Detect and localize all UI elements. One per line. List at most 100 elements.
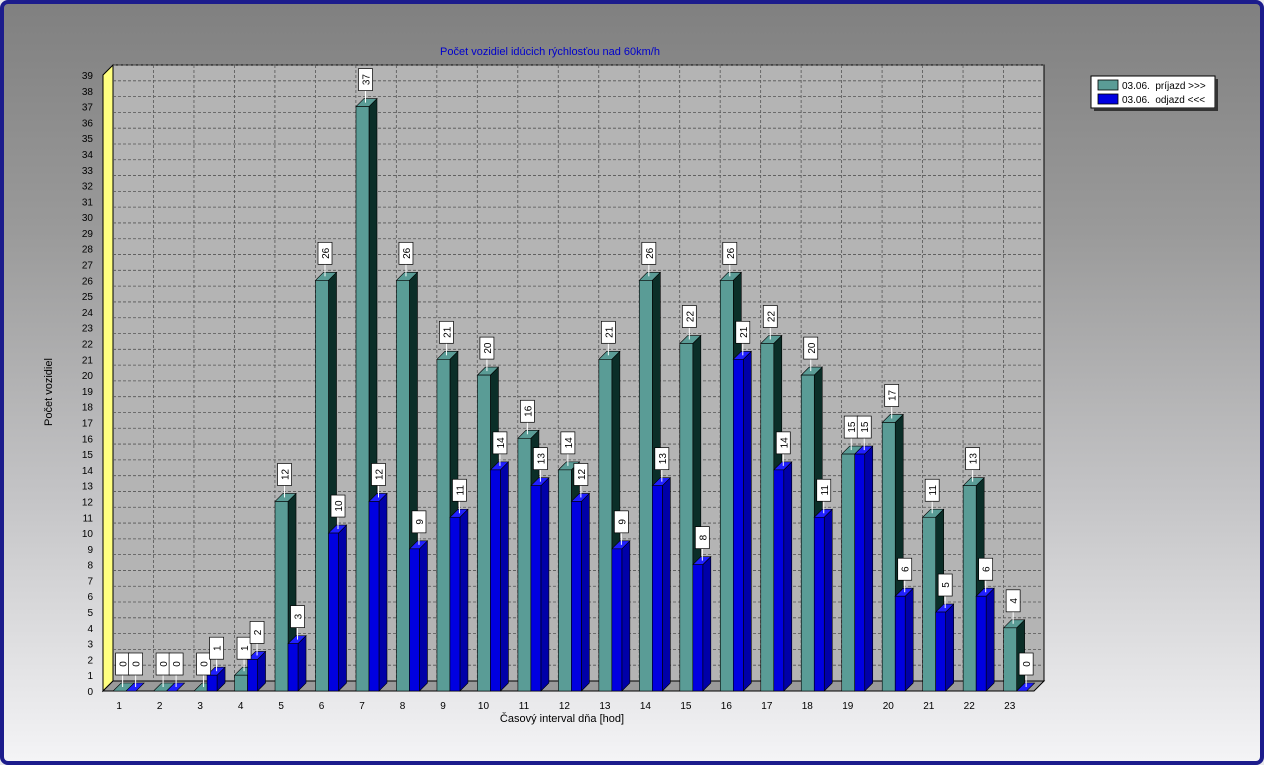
bar-odjazd-7-side <box>378 492 388 692</box>
bar-prijazd-11-front <box>517 437 532 692</box>
data-label-odjazd-18-box <box>816 478 832 502</box>
x-tick-label: 1 <box>116 701 122 712</box>
bar-odjazd-19 <box>854 445 874 692</box>
data-label-prijazd-13-text: 21 <box>604 326 615 338</box>
data-label-prijazd-6-text: 26 <box>321 247 332 259</box>
data-label-odjazd-22: 6 <box>978 557 994 593</box>
data-label-prijazd-3: 0 <box>196 652 211 687</box>
x-tick-label: 13 <box>599 701 611 712</box>
data-label-prijazd-21-text: 11 <box>928 485 939 496</box>
data-label-prijazd-4: 1 <box>236 636 252 672</box>
data-label-prijazd-22-text: 13 <box>969 453 980 465</box>
data-label-odjazd-22-text: 6 <box>982 566 993 572</box>
legend-swatch-odjazd <box>1097 93 1119 105</box>
y-tick-label: 21 <box>82 355 94 366</box>
y-tick-label: 29 <box>82 229 94 240</box>
bar-prijazd-23-front <box>1003 627 1017 692</box>
data-label-odjazd-9-text: 11 <box>455 485 466 496</box>
bar-odjazd-20 <box>894 587 914 692</box>
data-label-prijazd-2-text: 0 <box>159 661 170 667</box>
data-label-prijazd-15-box <box>681 305 697 328</box>
data-label-odjazd-8-box <box>411 510 427 534</box>
bar-odjazd-8 <box>408 540 429 692</box>
data-label-prijazd-9-box <box>439 320 454 344</box>
y-tick-label: 16 <box>82 434 94 445</box>
x-tick-label: 22 <box>964 701 976 712</box>
bar-prijazd-7-front <box>355 106 370 692</box>
data-label-odjazd-17-text: 14 <box>779 437 790 449</box>
bar-odjazd-6-front <box>328 532 339 692</box>
y-tick-label: 32 <box>82 182 94 193</box>
data-label-prijazd-12-box <box>560 431 576 455</box>
bar-prijazd-9-front <box>436 359 451 692</box>
bar-odjazd-11 <box>530 476 550 692</box>
y-tick-label: 28 <box>82 245 94 256</box>
data-label-odjazd-10-box <box>492 431 508 455</box>
y-tick-label: 13 <box>82 482 94 493</box>
data-label-odjazd-1-text: 0 <box>132 661 143 667</box>
x-tick-label: 12 <box>559 701 571 712</box>
bar-odjazd-22-side <box>985 587 995 692</box>
y-tick-label: 14 <box>82 466 94 477</box>
data-label-prijazd-14-box <box>641 241 657 265</box>
data-label-prijazd-12: 14 <box>560 431 576 466</box>
bar-prijazd-17-front <box>760 343 775 692</box>
data-label-odjazd-18-text: 11 <box>820 485 831 496</box>
data-label-odjazd-7-box <box>371 463 386 486</box>
data-label-odjazd-14-text: 13 <box>658 453 669 465</box>
data-label-prijazd-10-box <box>479 336 495 360</box>
x-tick-label: 9 <box>440 701 446 712</box>
data-label-prijazd-8-box <box>398 241 414 265</box>
y-tick-label: 38 <box>82 87 94 98</box>
data-label-odjazd-5-box <box>290 605 305 628</box>
bar-odjazd-17-front <box>773 469 785 692</box>
data-label-odjazd-4: 2 <box>249 621 265 656</box>
bar-odjazd-9-side <box>459 508 469 692</box>
data-label-odjazd-2: 0 <box>168 652 184 687</box>
y-tick-label: 23 <box>82 324 94 335</box>
data-label-odjazd-10-text: 14 <box>496 437 507 449</box>
y-tick-label: 19 <box>82 387 94 398</box>
data-label-odjazd-23-box <box>1018 652 1034 676</box>
data-label-prijazd-16-box <box>722 241 738 265</box>
bar-odjazd-14-front <box>652 485 663 692</box>
bar-prijazd-5-front <box>274 501 289 692</box>
data-label-prijazd-17-text: 22 <box>766 311 777 323</box>
bar-odjazd-16 <box>732 350 753 692</box>
bar-odjazd-8-side <box>419 540 428 692</box>
data-label-prijazd-19-text: 15 <box>847 421 858 433</box>
data-label-prijazd-10: 20 <box>479 336 495 372</box>
data-label-odjazd-20-text: 6 <box>901 566 912 572</box>
y-tick-label: 24 <box>82 308 94 319</box>
x-tick-label: 14 <box>640 701 652 712</box>
data-label-odjazd-7: 12 <box>371 463 386 498</box>
data-label-odjazd-13: 9 <box>614 510 629 545</box>
data-label-prijazd-20: 17 <box>884 384 900 419</box>
bar-prijazd-19-front <box>841 453 856 692</box>
data-labels-layer: 0 0 0 0 01 1212326103712269211120141613141221… <box>115 68 1034 687</box>
bar-odjazd-18-side <box>823 508 833 692</box>
data-label-odjazd-21-text: 5 <box>941 582 952 588</box>
data-label-prijazd-3-box <box>196 652 211 676</box>
y-tick-label: 17 <box>82 418 94 429</box>
data-label-odjazd-15: 8 <box>694 526 710 561</box>
data-label-prijazd-13-box <box>601 320 616 344</box>
bar-odjazd-19-side <box>864 445 874 692</box>
data-label-prijazd-6-box <box>317 241 333 265</box>
bars-layer <box>112 97 1036 692</box>
data-label-odjazd-23: 0 <box>1018 652 1034 687</box>
bar-prijazd-6-front <box>315 280 329 692</box>
y-tick-label: 0 <box>87 687 93 698</box>
bar-prijazd-8-front <box>396 280 410 692</box>
data-label-odjazd-10: 14 <box>492 431 508 466</box>
y-tick-label: 12 <box>82 497 94 508</box>
x-tick-label: 18 <box>802 701 814 712</box>
y-tick-label: 6 <box>87 592 93 603</box>
data-label-prijazd-5-text: 12 <box>281 468 292 480</box>
bar-odjazd-13 <box>611 540 631 692</box>
x-tick-label: 15 <box>680 701 692 712</box>
data-label-odjazd-20: 6 <box>897 557 913 593</box>
data-label-prijazd-7-box <box>358 68 373 91</box>
data-label-prijazd-23-box <box>1005 589 1021 613</box>
x-tick-label: 4 <box>238 701 244 712</box>
